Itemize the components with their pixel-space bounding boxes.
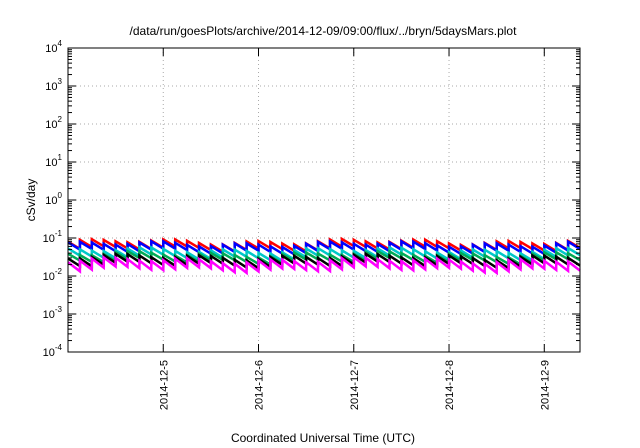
- x-tick-label: 2014-12-9: [539, 360, 551, 410]
- series-line: [67, 245, 581, 264]
- x-tick-label: 2014-12-5: [158, 360, 170, 410]
- series-line: [67, 239, 581, 257]
- y-tick-label: 10-1: [43, 229, 63, 245]
- x-axis: 2014-12-5 2014-12-6 2014-12-7 2014-12-8 2014…: [158, 48, 551, 410]
- series-line: [67, 251, 581, 271]
- y-tick-label: 10-4: [43, 343, 63, 359]
- y-tick-label: 104: [45, 39, 62, 55]
- series-line: [67, 254, 581, 276]
- y-tick-label: 10-2: [43, 267, 63, 283]
- x-tick-label: 2014-12-8: [444, 360, 456, 410]
- y-tick-label: 103: [45, 77, 62, 93]
- x-tick-label: 2014-12-7: [349, 360, 361, 410]
- grid: [68, 48, 580, 352]
- y-axis-label: cSv/day: [24, 179, 38, 222]
- series-group: [67, 236, 581, 276]
- y-axis: 10-4 10-3 10-2 10-1 100 101 102 103 104: [43, 39, 580, 359]
- y-tick-label: 101: [45, 153, 62, 169]
- x-tick-label: 2014-12-6: [254, 360, 266, 410]
- x-axis-label: Coordinated Universal Time (UTC): [231, 431, 415, 445]
- y-tick-label: 10-3: [43, 305, 63, 321]
- chart-title: /data/run/goesPlots/archive/2014-12-09/0…: [130, 24, 518, 38]
- series-line: [67, 248, 581, 267]
- y-tick-label: 100: [45, 191, 62, 207]
- y-tick-label: 102: [45, 115, 62, 131]
